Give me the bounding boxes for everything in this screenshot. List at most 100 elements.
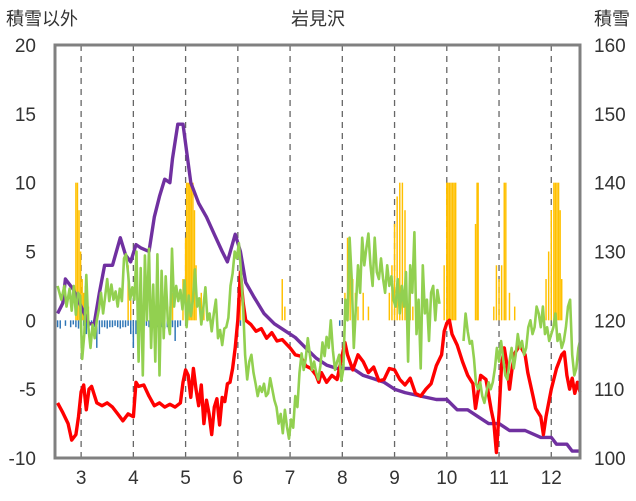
bar <box>192 182 194 321</box>
right-tick-label: 110 <box>594 380 624 401</box>
bar <box>498 279 500 321</box>
bar <box>556 182 558 321</box>
bar <box>145 320 148 326</box>
bar <box>85 320 88 335</box>
bar <box>79 251 82 321</box>
bar <box>447 182 449 321</box>
bar <box>177 320 179 328</box>
bar <box>130 292 132 321</box>
right-tick-label: 100 <box>594 449 626 470</box>
bar <box>59 320 61 329</box>
chart-title: 岩見沢 <box>291 9 345 30</box>
x-tick-label: 5 <box>180 468 191 489</box>
bar <box>101 320 103 328</box>
bar <box>185 182 188 321</box>
bar <box>367 306 370 321</box>
left-axis-label: 積雪以外 <box>6 9 78 30</box>
bar <box>111 320 114 328</box>
bar <box>476 182 478 321</box>
bar <box>69 320 72 328</box>
bar <box>474 223 477 321</box>
x-tick-label: 9 <box>389 468 400 489</box>
bar <box>454 182 457 321</box>
bar <box>72 320 75 325</box>
bar <box>401 182 404 321</box>
bar <box>399 182 401 321</box>
bar <box>553 182 555 321</box>
bar <box>362 292 364 321</box>
x-tick-label: 8 <box>337 468 348 489</box>
bar <box>103 320 106 328</box>
bar <box>396 196 398 321</box>
bar <box>124 320 127 328</box>
bar <box>75 320 77 328</box>
bar <box>554 182 557 321</box>
x-tick-label: 3 <box>76 468 87 489</box>
bar <box>171 292 174 321</box>
bar <box>109 320 111 328</box>
bar <box>412 306 414 321</box>
bar <box>174 320 176 341</box>
plot-frame <box>53 43 582 460</box>
right-tick-label: 120 <box>594 311 626 332</box>
bar <box>503 182 505 321</box>
bar <box>560 279 563 321</box>
series-line-3 <box>462 298 582 405</box>
bar <box>453 182 455 321</box>
left-tick-label: 15 <box>15 105 36 126</box>
line-series <box>56 122 582 455</box>
bar <box>448 182 451 321</box>
bar <box>77 320 80 329</box>
bar <box>545 279 547 321</box>
x-tick-label: 4 <box>128 468 139 489</box>
bar <box>132 320 135 348</box>
bar <box>56 320 59 328</box>
bar <box>239 299 242 321</box>
bar <box>443 265 445 321</box>
right-tick-label: 140 <box>594 174 626 195</box>
bar <box>116 320 119 328</box>
bar <box>200 292 202 321</box>
x-tick-label: 6 <box>233 468 244 489</box>
left-tick-label: -10 <box>9 449 36 470</box>
bar <box>119 320 122 329</box>
bar <box>239 320 242 326</box>
bar <box>64 320 67 326</box>
left-tick-label: 20 <box>15 36 36 57</box>
right-axis-ticks: 100 110 120 130 140 150 160 <box>594 36 626 470</box>
bar <box>349 265 351 321</box>
bar <box>357 306 359 321</box>
bar <box>114 320 116 326</box>
bar <box>122 320 124 328</box>
bar <box>76 182 79 321</box>
right-tick-label: 130 <box>594 243 626 264</box>
bar <box>81 279 83 321</box>
bar <box>98 320 101 335</box>
bar <box>477 182 479 321</box>
bar <box>189 182 191 321</box>
bar <box>500 265 503 321</box>
x-tick-label: 12 <box>541 468 562 489</box>
bar <box>493 306 495 321</box>
bar <box>171 320 174 328</box>
bar <box>446 182 448 321</box>
left-tick-label: 0 <box>25 311 36 332</box>
bar <box>559 210 561 321</box>
bar <box>179 320 182 326</box>
left-tick-label: 10 <box>15 174 36 195</box>
bar <box>550 210 552 321</box>
bar <box>78 210 80 321</box>
bar <box>281 279 283 321</box>
x-tick-label: 11 <box>489 468 509 489</box>
right-axis-label: 積雪 <box>594 9 630 30</box>
bar <box>193 210 196 321</box>
bar <box>190 182 193 321</box>
bar <box>130 320 132 335</box>
x-tick-label: 10 <box>436 468 457 489</box>
bar <box>127 265 129 321</box>
bar <box>83 292 85 321</box>
left-tick-label: -5 <box>19 380 36 401</box>
bar <box>148 320 150 328</box>
bar <box>557 182 560 321</box>
